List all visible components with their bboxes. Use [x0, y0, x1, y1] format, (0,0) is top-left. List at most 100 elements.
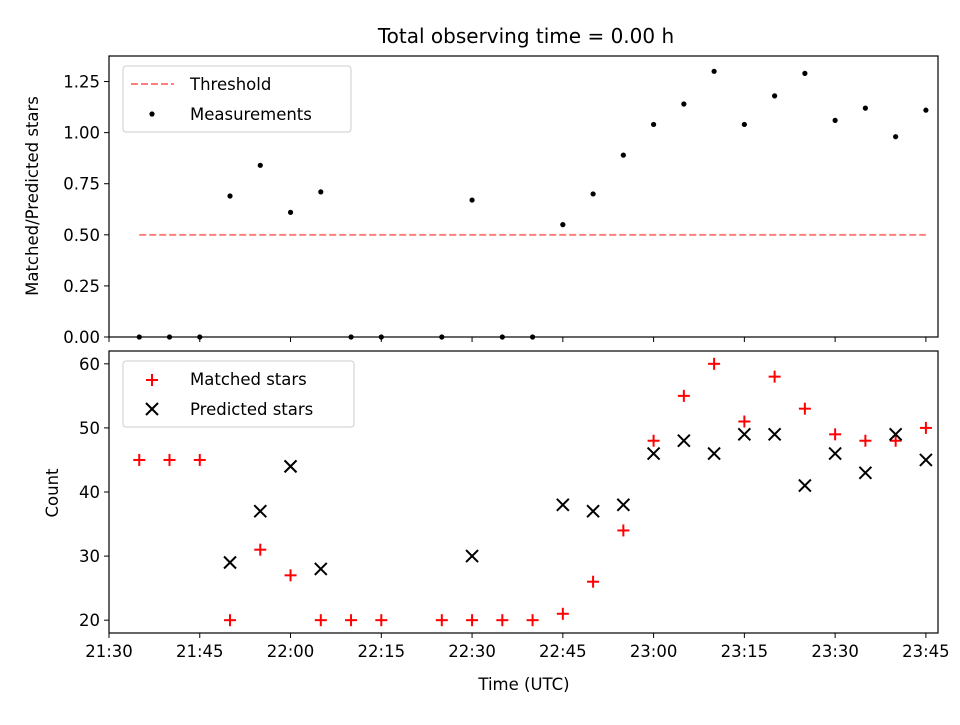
top-y-tick-label: 0.50 [63, 226, 100, 245]
matched-stars-point [375, 614, 388, 627]
predicted-stars-point [798, 478, 812, 493]
top-y-axis-label: Matched/Predicted stars [23, 96, 42, 296]
top-y-tick-label: 0.75 [63, 175, 100, 194]
predicted-stars-point [314, 562, 328, 576]
matched-stars-point [859, 434, 872, 447]
legend-predicted-label: Predicted stars [190, 400, 313, 419]
x-tick-label: 22:15 [358, 642, 406, 661]
matched-stars-point [647, 434, 660, 447]
predicted-stars-point [586, 504, 600, 518]
legend-measurements-label: Measurements [190, 105, 312, 124]
matched-stars-point [889, 434, 902, 447]
measurement-point [832, 117, 838, 123]
predicted-stars-point [556, 498, 570, 512]
count-panel: 20 30 40 50 60 21:30 21:45 22:00 22:15 22:30 22:4… [43, 350, 950, 694]
measurement-point [681, 101, 687, 107]
matched-stars-point [587, 575, 600, 588]
bottom-legend: Matched stars Predicted stars [122, 360, 355, 428]
bottom-y-axis-label: Count [43, 468, 62, 518]
x-tick-label: 22:45 [539, 642, 587, 661]
matched-stars-point [738, 415, 751, 428]
x-axis-label: Time (UTC) [477, 675, 569, 694]
bottom-y-tick-label: 30 [79, 547, 100, 566]
matched-stars-point [435, 614, 448, 627]
x-tick-label: 23:45 [902, 642, 950, 661]
matched-stars-point [466, 614, 479, 627]
measurement-point [802, 70, 808, 76]
matched-stars-point [224, 614, 237, 627]
bottom-y-tick-label: 20 [79, 611, 100, 630]
legend-measurements-swatch [149, 111, 155, 117]
predicted-stars-point [888, 427, 903, 442]
matched-stars-point [284, 569, 297, 582]
matched-stars-point [133, 453, 146, 466]
measurement-point [287, 209, 294, 215]
top-y-tick-label: 0.25 [63, 277, 100, 296]
measurement-point [227, 193, 233, 199]
predicted-stars-point [767, 427, 782, 442]
measurement-point [923, 107, 929, 113]
predicted-stars-point [737, 427, 752, 442]
matched-stars-point [829, 428, 842, 441]
top-legend: Threshold Measurements [122, 65, 352, 133]
measurement-point [772, 93, 778, 99]
ratio-panel: Total observing time = 0.00 h 0.00 0.25 0.… [23, 24, 939, 347]
x-tick-label: 23:30 [811, 642, 859, 661]
measurement-point [318, 189, 324, 195]
bottom-y-tick-label: 50 [79, 419, 100, 438]
top-plot-frame [108, 55, 939, 338]
matched-stars-point [193, 453, 206, 466]
predicted-stars-point [828, 446, 842, 461]
legend-matched-label: Matched stars [190, 370, 307, 389]
matched-stars-point [798, 402, 811, 415]
x-tick-label: 21:45 [176, 642, 224, 661]
predicted-stars-point [283, 459, 298, 474]
measurement-point [469, 197, 475, 203]
predicted-stars-point [707, 446, 721, 461]
top-y-tick-label: 0.00 [63, 328, 100, 347]
predicted-stars-point [646, 446, 661, 461]
bottom-y-tick-label: 40 [79, 483, 100, 502]
matched-stars-point [314, 614, 327, 627]
measurement-point [862, 105, 868, 111]
top-y-tick-label: 1.25 [63, 73, 100, 92]
matched-stars-point [254, 543, 267, 556]
predicted-stars-point [223, 555, 237, 570]
x-tick-label: 22:00 [267, 642, 315, 661]
measurement-point [893, 134, 899, 140]
legend-matched-swatch [146, 374, 158, 386]
matched-stars-point [677, 389, 690, 402]
predicted-stars-point [677, 434, 691, 448]
measurement-point [650, 121, 657, 128]
matched-stars-point [526, 614, 539, 627]
chart-title: Total observing time = 0.00 h [377, 24, 674, 48]
bottom-y-tick-label: 60 [79, 355, 100, 374]
measurement-point [257, 162, 263, 168]
predicted-stars-point [919, 453, 933, 467]
matched-stars-point [496, 614, 509, 627]
predicted-stars-point [253, 504, 267, 518]
measurement-point [711, 68, 717, 74]
matched-stars-point [556, 607, 569, 620]
matched-stars-point [708, 357, 721, 370]
matched-stars-point [617, 524, 630, 537]
matched-stars-point [919, 421, 932, 434]
predicted-stars-point [465, 549, 479, 563]
matched-stars-point [345, 614, 358, 627]
predicted-stars-point [858, 466, 873, 480]
measurement-point [741, 121, 747, 128]
matched-stars-point [163, 453, 176, 466]
x-tick-label: 23:15 [721, 642, 769, 661]
predicted-stars-point [616, 498, 631, 512]
matched-stars-point [768, 370, 781, 383]
measurement-point [560, 222, 566, 228]
x-tick-label: 23:00 [630, 642, 678, 661]
x-tick-label: 21:30 [85, 642, 133, 661]
measurement-point [620, 152, 626, 158]
legend-threshold-label: Threshold [189, 75, 271, 94]
x-tick-label: 22:30 [448, 642, 496, 661]
legend-predicted-swatch [145, 402, 159, 416]
measurement-point [590, 191, 596, 197]
top-y-tick-label: 1.00 [63, 124, 100, 143]
